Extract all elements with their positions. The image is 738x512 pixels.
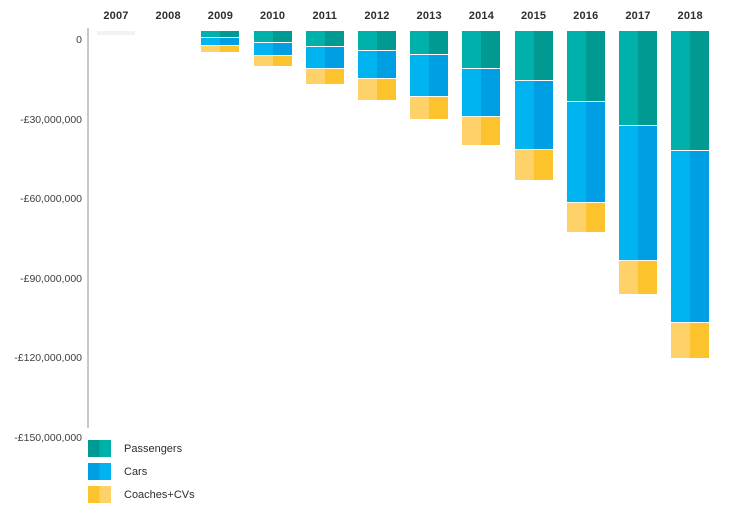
bar-segment-passengers-2012 xyxy=(358,30,396,52)
year-label-2014: 2014 xyxy=(468,10,495,22)
legend-label: Passengers xyxy=(124,442,183,455)
legend-label: Cars xyxy=(124,465,148,478)
year-label-2008: 2008 xyxy=(155,10,181,22)
y-tick-label-5: -£150,000,000 xyxy=(14,432,82,444)
bar-segment-passengers-2016 xyxy=(566,30,605,103)
year-label-2012: 2012 xyxy=(364,10,390,22)
bar-segment-coaches-cvs-2014 xyxy=(462,117,501,145)
bar-2015 xyxy=(514,30,553,180)
year-label-2013: 2013 xyxy=(416,10,442,22)
year-label-2007: 2007 xyxy=(103,10,129,22)
bar-segment-passengers-2009 xyxy=(201,30,240,39)
legend-item-coaches-cvs: Coaches+CVs xyxy=(88,486,195,503)
bar-2014 xyxy=(462,30,501,145)
year-label-2016: 2016 xyxy=(573,10,599,22)
bar-segment-cars-2015 xyxy=(514,81,553,151)
bar-segment-cars-2013 xyxy=(410,55,449,97)
y-tick-label-1: -£30,000,000 xyxy=(20,113,82,126)
bar-segment-coaches-cvs-2011 xyxy=(305,68,344,84)
bar-segment-cars-2009 xyxy=(201,38,240,46)
bar-2010 xyxy=(253,30,292,66)
bar-2012 xyxy=(358,30,396,100)
placeholder-bar-2007 xyxy=(97,30,135,35)
legend-label: Coaches+CVs xyxy=(124,488,195,501)
bar-segment-passengers-2015 xyxy=(514,30,553,82)
bar-2017 xyxy=(619,30,657,294)
y-tick-label-0: 0 xyxy=(76,34,82,46)
bar-2016 xyxy=(566,30,605,233)
year-label-2009: 2009 xyxy=(207,10,234,22)
bar-2011 xyxy=(305,30,344,84)
bar-segment-passengers-2011 xyxy=(305,30,344,48)
legend-item-cars: Cars xyxy=(88,463,147,480)
year-label-2010: 2010 xyxy=(259,10,286,22)
bar-2018 xyxy=(671,30,710,359)
legend-swatch-cars xyxy=(88,463,111,480)
bar-segment-cars-2016 xyxy=(566,102,605,203)
y-axis-line xyxy=(87,28,89,428)
year-label-2011: 2011 xyxy=(312,10,338,22)
bar-segment-cars-2011 xyxy=(305,47,344,69)
year-label-2018: 2018 xyxy=(677,10,703,22)
legend-swatch-coaches-cvs xyxy=(88,486,111,503)
y-tick-label-2: -£60,000,000 xyxy=(20,193,82,206)
bar-segment-coaches-cvs-2012 xyxy=(358,78,396,100)
bar-segment-coaches-cvs-2015 xyxy=(514,150,553,180)
bar-segment-passengers-2013 xyxy=(410,30,449,56)
legend-item-passengers: Passengers xyxy=(88,440,182,457)
bar-segment-coaches-cvs-2018 xyxy=(671,322,710,359)
year-label-2015: 2015 xyxy=(520,10,547,22)
bar-segment-coaches-cvs-2017 xyxy=(619,261,657,294)
bar-segment-cars-2014 xyxy=(462,68,501,118)
bar-segment-cars-2018 xyxy=(671,151,710,323)
legend-swatch-passengers xyxy=(88,440,111,457)
y-tick-label-3: -£90,000,000 xyxy=(20,272,82,285)
bar-segment-coaches-cvs-2013 xyxy=(410,96,449,120)
bar-segment-passengers-2018 xyxy=(671,30,710,152)
y-tick-label-4: -£120,000,000 xyxy=(14,352,82,365)
bar-segment-passengers-2010 xyxy=(253,30,292,43)
bar-segment-passengers-2017 xyxy=(619,30,657,127)
bar-2009 xyxy=(201,30,240,52)
bar-segment-cars-2010 xyxy=(253,42,292,56)
bar-segment-passengers-2014 xyxy=(462,30,501,69)
bar-segment-coaches-cvs-2016 xyxy=(566,202,605,233)
bar-segment-coaches-cvs-2010 xyxy=(253,55,292,66)
year-label-2017: 2017 xyxy=(625,10,651,22)
bar-segment-coaches-cvs-2009 xyxy=(201,45,240,52)
bar-segment-cars-2017 xyxy=(619,126,657,262)
bar-2013 xyxy=(410,30,449,120)
bar-segment-cars-2012 xyxy=(358,51,396,79)
